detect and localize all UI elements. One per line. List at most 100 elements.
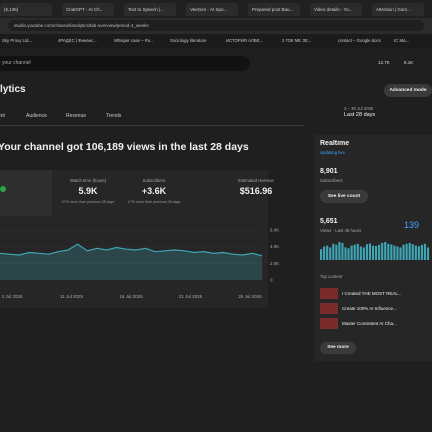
bar bbox=[329, 247, 332, 260]
stat-label: Watch time (hours) bbox=[69, 178, 107, 183]
nav-tab[interactable]: ent bbox=[0, 113, 5, 119]
browser-tab[interactable]: ChatGPT - AI Ch... bbox=[62, 3, 114, 16]
bar bbox=[423, 243, 427, 260]
page-title: lytics bbox=[0, 84, 26, 95]
subscriber-count: 8,901 bbox=[320, 168, 338, 175]
period-label[interactable]: Last 28 days bbox=[344, 112, 376, 118]
bar bbox=[399, 247, 402, 260]
bookmark[interactable]: Whisper case – Ru... bbox=[114, 38, 154, 43]
divider bbox=[0, 125, 305, 126]
realtime-bars bbox=[320, 242, 430, 260]
bar bbox=[420, 244, 423, 260]
y-tick-label: 6.0K bbox=[270, 228, 279, 233]
bar bbox=[384, 242, 387, 260]
see-more[interactable]: See more bbox=[320, 342, 356, 354]
stat-value: +3.6K bbox=[141, 186, 167, 196]
bar bbox=[326, 245, 329, 260]
period-range: 3 – 30 Jul 2025 bbox=[344, 106, 374, 111]
bar bbox=[378, 244, 381, 260]
browser-tab[interactable]: VeeGen - AI Spo... bbox=[186, 3, 238, 16]
bar bbox=[341, 242, 344, 260]
line bbox=[0, 243, 263, 257]
chart: 0 2.0K 4.0K 6.0K 2 Jul 2025 11 Jul 2025 16 Jul… bbox=[0, 228, 279, 299]
advanced-mode[interactable]: Advanced mode bbox=[384, 84, 432, 97]
bar bbox=[414, 245, 417, 260]
nav-tab[interactable]: Trends bbox=[106, 113, 122, 119]
content-title[interactable]: Master Consistent AI Cha... bbox=[342, 321, 397, 326]
browser-tab[interactable]: Video details - Yo... bbox=[310, 3, 362, 16]
stat-value: 5.9K bbox=[78, 186, 98, 196]
bar bbox=[387, 243, 390, 260]
bar bbox=[375, 245, 378, 260]
bookmark[interactable]: 2 ГОК МЕ ЗЕ... bbox=[282, 38, 312, 43]
bar bbox=[405, 243, 408, 260]
x-tick-label: 16 Jul 2025 bbox=[119, 294, 143, 299]
bar bbox=[356, 243, 359, 260]
bar bbox=[344, 247, 347, 260]
bar bbox=[368, 243, 372, 260]
bar bbox=[390, 244, 393, 260]
browser-tab[interactable]: Prepared post Bau... bbox=[248, 3, 300, 16]
x-tick-label: 21 Jul 2025 bbox=[179, 294, 203, 299]
nav-tab[interactable]: Revenue bbox=[66, 113, 87, 119]
bookmark[interactable]: ИСТОРИЯ АЛБЕ... bbox=[226, 38, 264, 43]
badge: 12.7K bbox=[378, 60, 390, 65]
bar bbox=[402, 244, 405, 260]
y-tick-label: 0 bbox=[270, 278, 273, 283]
bar bbox=[393, 245, 396, 260]
x-tick-label: 26 Jul 2025 bbox=[238, 294, 262, 299]
bookmark[interactable]: 4PAДЕС | Финанс... bbox=[58, 38, 97, 43]
bookmark[interactable]: contact – Google docs bbox=[338, 38, 381, 43]
address-bar[interactable]: studio.youtube.com/channel/analytics/tab… bbox=[8, 20, 424, 31]
bar bbox=[365, 244, 368, 260]
x-tick-label: 2 Jul 2025 bbox=[2, 294, 23, 299]
bar bbox=[335, 244, 338, 260]
badge: 8.1K bbox=[404, 60, 414, 65]
top-content-label: Top content bbox=[320, 274, 343, 279]
bar bbox=[347, 248, 350, 260]
bar bbox=[381, 242, 384, 260]
browser-tab[interactable]: Text to Speech |... bbox=[124, 3, 176, 16]
bookmark[interactable]: Sociology literature bbox=[170, 38, 207, 43]
last-hour: 139 bbox=[404, 220, 420, 230]
stat-label: Estimated revenue bbox=[238, 178, 274, 183]
bar bbox=[371, 245, 375, 260]
bookmark[interactable]: IC Ma... bbox=[394, 38, 410, 43]
x-tick-label: 11 Jul 2025 bbox=[60, 294, 83, 299]
live-status: Updating live bbox=[320, 150, 345, 155]
bar bbox=[411, 244, 414, 260]
browser-tab[interactable]: Attention | Gam... bbox=[372, 3, 424, 16]
stat-note: 17% more than previous 28 days bbox=[127, 200, 181, 204]
bar bbox=[338, 242, 341, 260]
y-tick-label: 4.0K bbox=[270, 244, 279, 249]
browser-tab[interactable]: (5,136) bbox=[0, 3, 52, 16]
bar bbox=[320, 249, 323, 260]
realtime-title: Realtime bbox=[320, 140, 350, 147]
bar bbox=[359, 246, 362, 260]
bar bbox=[350, 245, 353, 260]
stat-note: 27% more than previous 28 days bbox=[61, 200, 115, 204]
content-title[interactable]: Create 100% AI Influence... bbox=[342, 306, 397, 311]
stat-value: $516.96 bbox=[239, 186, 273, 196]
bar bbox=[396, 246, 399, 260]
views-tab[interactable] bbox=[0, 170, 52, 216]
thumbnail[interactable] bbox=[320, 288, 338, 299]
headline: Your channel got 106,189 views in the la… bbox=[0, 141, 249, 153]
nav-tab[interactable]: Audience bbox=[26, 113, 47, 119]
bar bbox=[417, 246, 420, 260]
bar bbox=[362, 247, 365, 260]
thumbnail[interactable] bbox=[320, 318, 338, 329]
live-count-button[interactable]: See live count bbox=[320, 190, 368, 203]
y-tick-label: 2.0K bbox=[270, 261, 279, 266]
bar bbox=[408, 242, 411, 260]
search[interactable]: your channel bbox=[0, 56, 250, 71]
bookmark[interactable]: Sky Proxy Ltd... bbox=[2, 38, 33, 43]
area bbox=[0, 244, 262, 280]
bar bbox=[323, 246, 326, 260]
bar bbox=[426, 247, 430, 260]
content-title[interactable]: I Created THE MOST REAL... bbox=[342, 291, 402, 296]
stat-label: Subscribers bbox=[142, 178, 166, 183]
subscriber-label: Subscribers bbox=[320, 178, 343, 183]
thumbnail[interactable] bbox=[320, 303, 338, 314]
